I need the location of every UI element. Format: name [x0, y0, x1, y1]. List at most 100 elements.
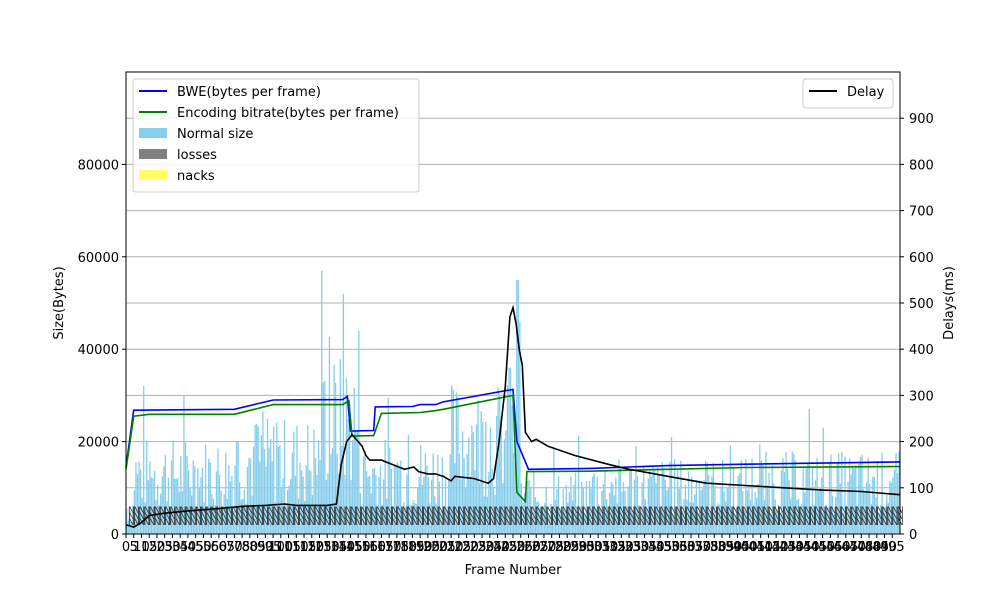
x-tick-label: 55: [203, 540, 220, 555]
bar-annotation: N: [644, 512, 651, 522]
bar-annotation: N: [231, 518, 238, 528]
bar-annotation: N: [422, 506, 429, 516]
bar-annotation: N: [174, 506, 181, 516]
bar-annotation: N: [298, 506, 305, 516]
frame-size-bar: [452, 389, 454, 534]
x-axis-ticks: 0 510152025303540455055606570758085909510…: [122, 534, 905, 555]
frame-size-bar: [562, 488, 564, 534]
bar-annotation: N: [407, 518, 414, 528]
frame-size-bar: [760, 460, 762, 534]
bar-annotation: N: [716, 506, 723, 516]
bar-annotation: N: [474, 512, 481, 522]
frame-size-bar: [619, 467, 622, 534]
bar-annotation: N: [422, 512, 429, 522]
frame-size-bar: [752, 505, 755, 534]
frame-size-bar: [482, 421, 484, 534]
frame-size-bar: [410, 505, 413, 534]
frame-size-bar: [178, 491, 180, 534]
bar-annotation: N: [257, 506, 264, 516]
x-tick-label: 360: [671, 540, 696, 555]
frame-size-bar: [848, 458, 851, 534]
bar-annotation: N: [128, 512, 135, 522]
x-tick-label: 455: [818, 540, 843, 555]
bar-annotation: N: [469, 506, 476, 516]
frame-size-bar: [415, 503, 417, 534]
x-tick-label: 235: [477, 540, 502, 555]
bar-annotation: N: [881, 512, 888, 522]
frame-size-bar: [266, 418, 269, 534]
bar-annotation: N: [835, 506, 842, 516]
frame-size-bar: [859, 456, 862, 534]
bar-annotation: N: [448, 518, 455, 528]
bar-annotation: N: [799, 506, 806, 516]
frame-size-bar: [743, 510, 745, 534]
frame-size-bar: [308, 469, 310, 534]
frame-size-bar: [143, 386, 145, 534]
frame-size-bar: [706, 462, 708, 534]
bar-annotation: N: [727, 506, 734, 516]
bar-annotation: N: [417, 512, 424, 522]
bar-annotation: N: [644, 506, 651, 516]
bar-annotation: N: [592, 518, 599, 528]
frame-size-bar: [814, 480, 817, 534]
frame-size-bar: [186, 455, 188, 534]
bar-annotation: N: [711, 518, 718, 528]
legend-label: nacks: [177, 169, 215, 184]
frame-size-bar: [638, 505, 640, 534]
x-tick-label: 170: [377, 540, 402, 555]
bar-annotation: N: [221, 518, 228, 528]
bar-annotation: N: [407, 506, 414, 516]
bar-annotation: N: [556, 506, 563, 516]
bar-annotation: N: [143, 506, 150, 516]
frame-size-bar: [231, 475, 233, 534]
bar-annotation: N: [845, 512, 852, 522]
frame-size-bar: [206, 509, 208, 534]
frame-size-bar: [376, 511, 379, 534]
bar-annotation: N: [242, 506, 249, 516]
frame-size-bar: [666, 490, 668, 534]
bar-annotation: N: [530, 518, 537, 528]
frame-size-bar: [129, 510, 131, 534]
frame-size-bar: [886, 494, 888, 534]
bar-annotation: N: [236, 518, 243, 528]
bar-annotation: N: [587, 506, 594, 516]
bar-annotation: N: [598, 512, 605, 522]
frame-size-bar: [234, 465, 236, 534]
frame-size-bar: [403, 502, 405, 534]
bar-annotation: N: [128, 518, 135, 528]
frame-size-bar: [782, 458, 784, 534]
bar-annotation: N: [376, 512, 383, 522]
bar-annotation: N: [484, 512, 491, 522]
frame-size-bar: [311, 495, 314, 534]
frame-size-bar: [197, 467, 199, 534]
frame-size-bar: [310, 471, 312, 534]
frame-size-bar: [720, 486, 722, 534]
bar-annotation: N: [309, 512, 316, 522]
frame-size-bar: [718, 504, 721, 534]
bar-annotation: N: [407, 512, 414, 522]
frame-size-bar: [331, 447, 334, 534]
frame-size-bar: [235, 441, 238, 534]
frame-size-bar: [389, 448, 391, 534]
bar-annotation: N: [417, 518, 424, 528]
bar-annotation: N: [618, 512, 625, 522]
frame-size-bar: [163, 466, 165, 534]
frame-size-bar: [731, 510, 733, 534]
frame-size-bar: [277, 447, 280, 534]
bar-annotation: N: [659, 512, 666, 522]
frame-size-bar: [771, 465, 773, 534]
bar-annotation: N: [783, 506, 790, 516]
frame-size-bar: [542, 506, 544, 534]
frame-size-bar: [794, 460, 797, 534]
bar-annotation: N: [205, 506, 212, 516]
bar-annotation: N: [732, 506, 739, 516]
bar-annotation: N: [334, 512, 341, 522]
bar-annotation: N: [365, 512, 372, 522]
x-tick-label: 445: [802, 540, 827, 555]
frame-size-bar: [703, 479, 705, 534]
frame-size-bar: [816, 457, 818, 534]
bar-annotation: N: [675, 512, 682, 522]
bar-annotation: N: [572, 506, 579, 516]
frame-size-bar: [825, 504, 828, 534]
frame-size-bar: [898, 451, 900, 534]
